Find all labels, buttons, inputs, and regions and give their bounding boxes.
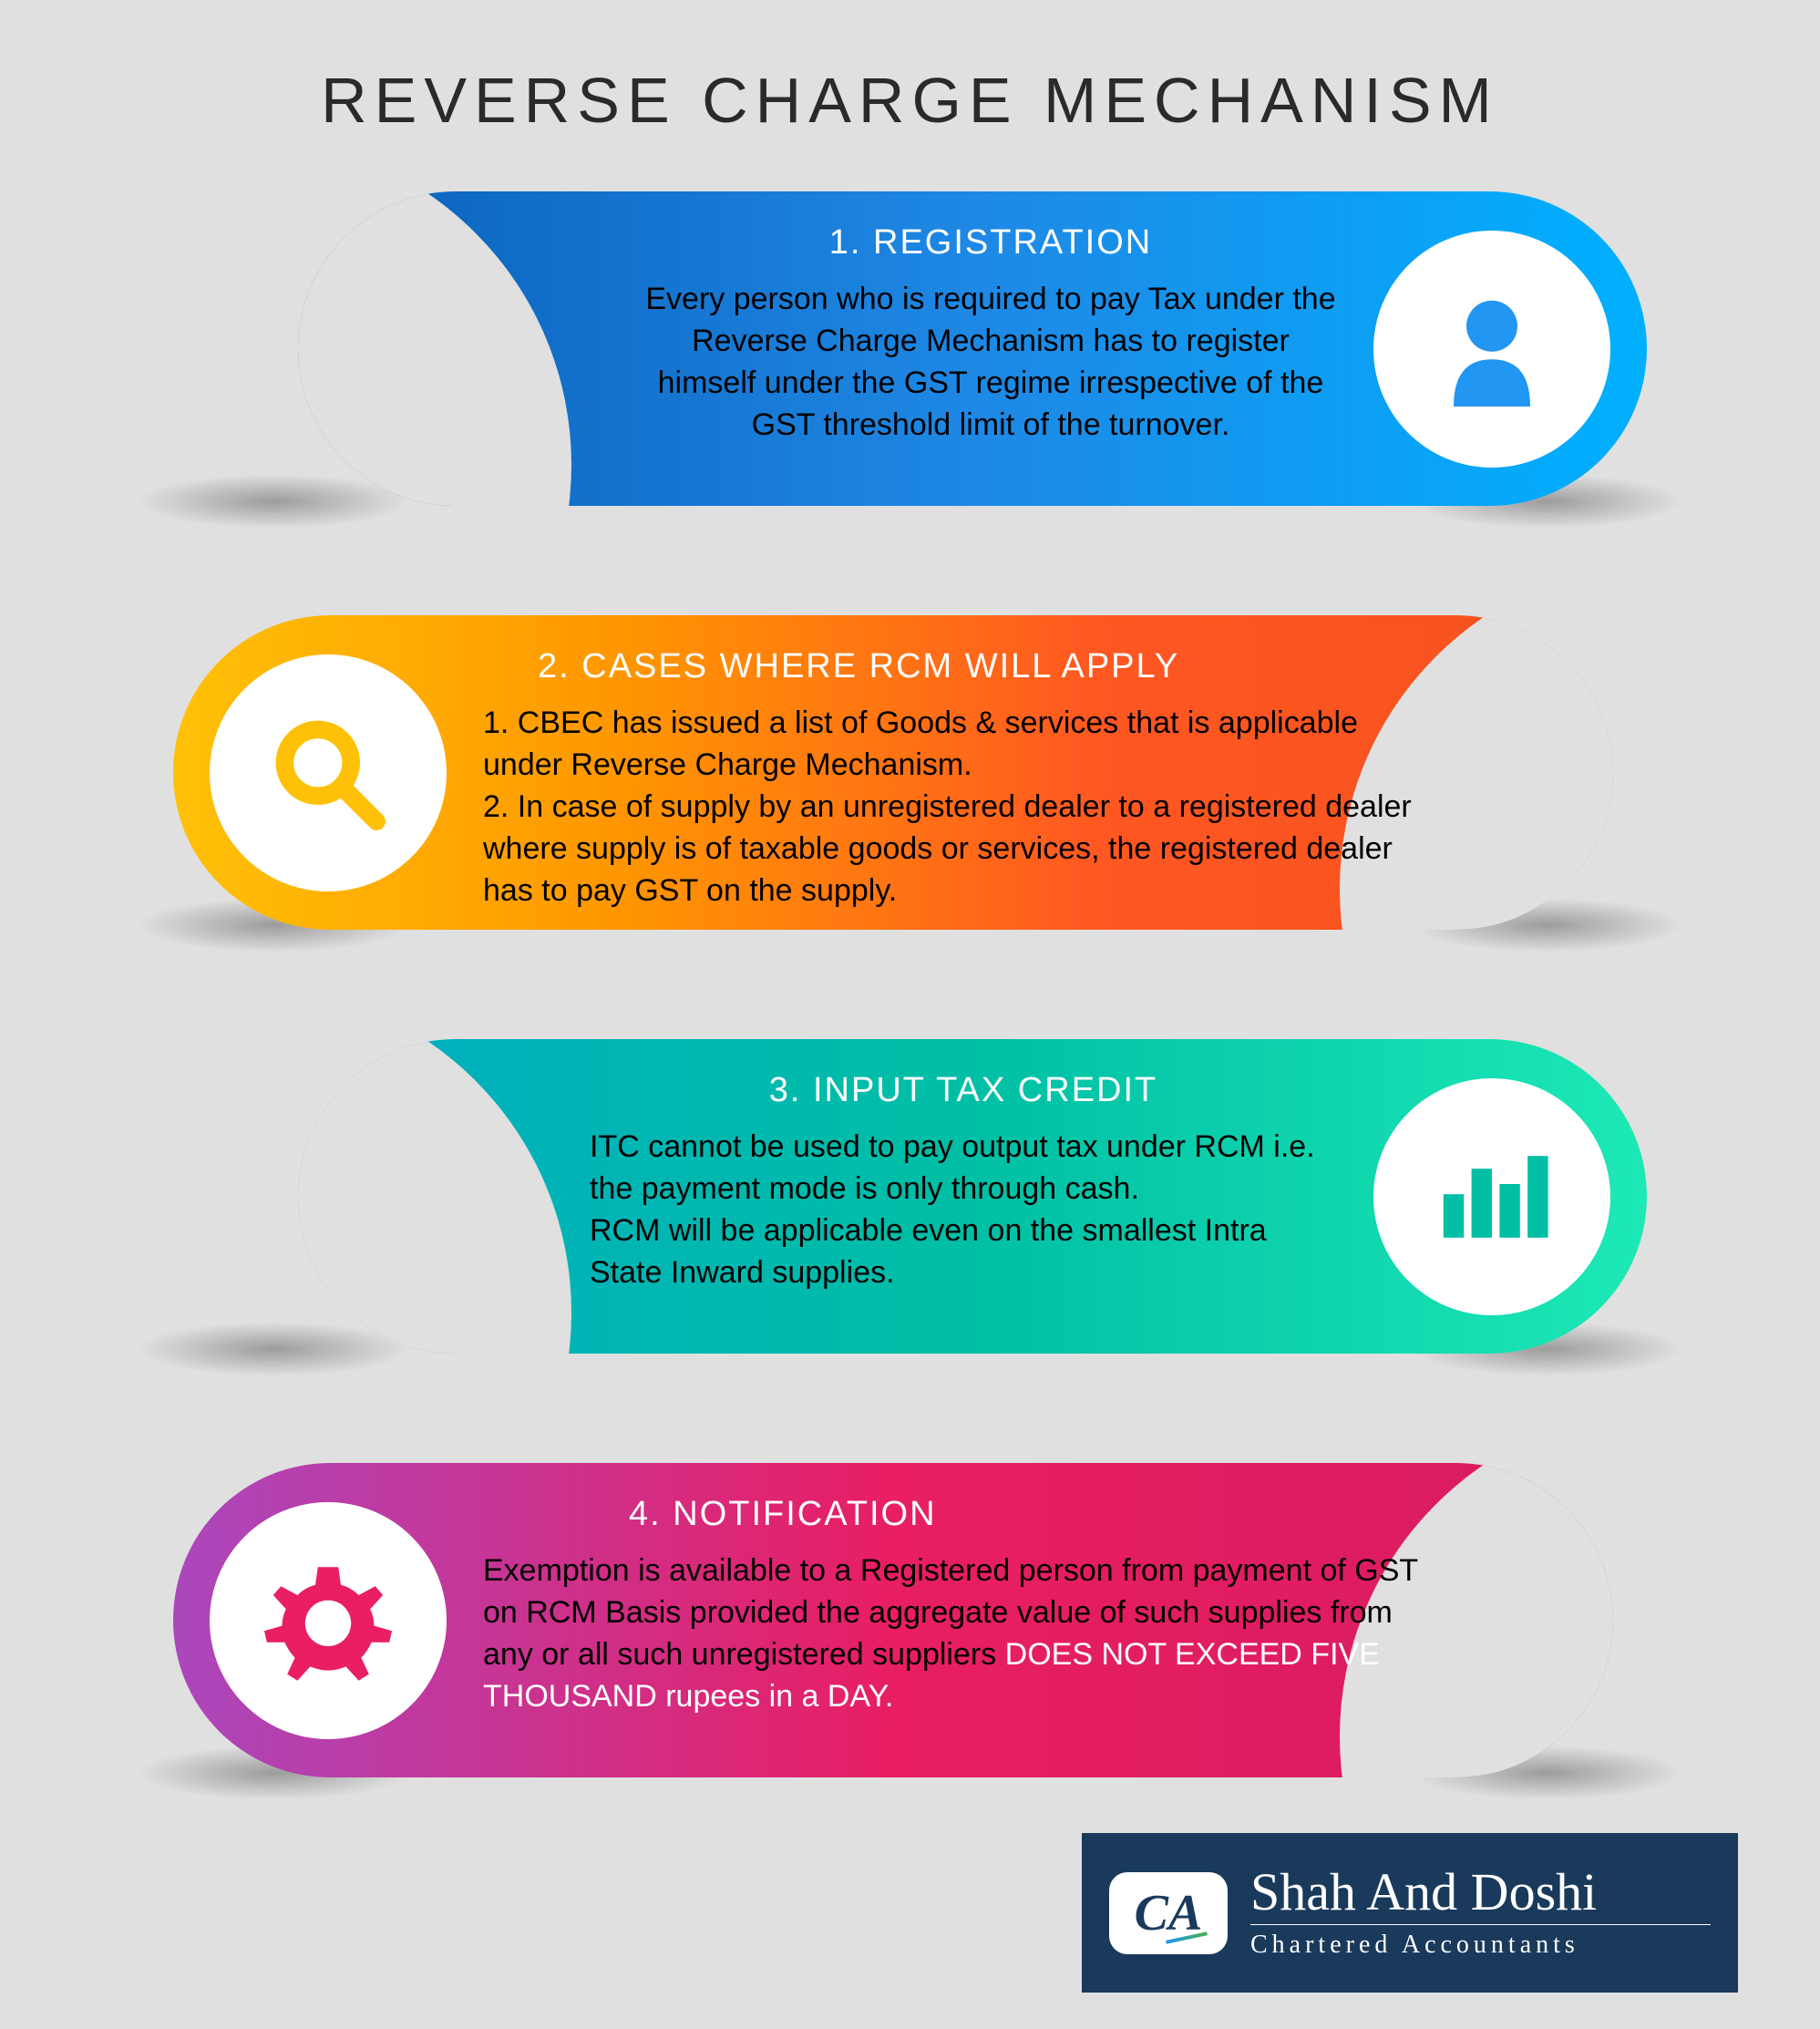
gear-icon [210,1502,447,1739]
person-icon [1373,231,1610,468]
card-4-title: 4. NOTIFICATION [483,1495,1431,1534]
card-2-title: 2. CASES WHERE RCM WILL APPLY [483,647,1431,686]
card-4-body: Exemption is available to a Registered p… [483,1550,1431,1718]
card-itc: 3. INPUT TAX CREDIT ITC cannot be used t… [82,1039,1738,1385]
card-1-body: Every person who is required to pay Tax … [644,279,1337,447]
card-2-body: 1. CBEC has issued a list of Goods & ser… [483,703,1431,912]
footer-company-name: Shah And Doshi [1250,1866,1711,1919]
card-rcm-cases: 2. CASES WHERE RCM WILL APPLY 1. CBEC ha… [82,615,1738,962]
card-notification: 4. NOTIFICATION Exemption is available t… [82,1463,1738,1809]
chart-icon [1373,1078,1610,1315]
search-icon [210,654,447,891]
card-3-body: ITC cannot be used to pay output tax und… [590,1127,1337,1294]
cards-container: 1. REGISTRATION Every person who is requ… [0,191,1820,1809]
card-3-title: 3. INPUT TAX CREDIT [590,1071,1337,1110]
footer-subtitle: Chartered Accountants [1250,1924,1711,1960]
card-1-title: 1. REGISTRATION [644,223,1337,263]
card-registration: 1. REGISTRATION Every person who is requ… [82,191,1738,538]
ca-logo-icon: CA [1109,1872,1228,1954]
footer-badge: CA Shah And Doshi Chartered Accountants [1082,1833,1738,1993]
page-title: REVERSE CHARGE MECHANISM [0,0,1820,191]
